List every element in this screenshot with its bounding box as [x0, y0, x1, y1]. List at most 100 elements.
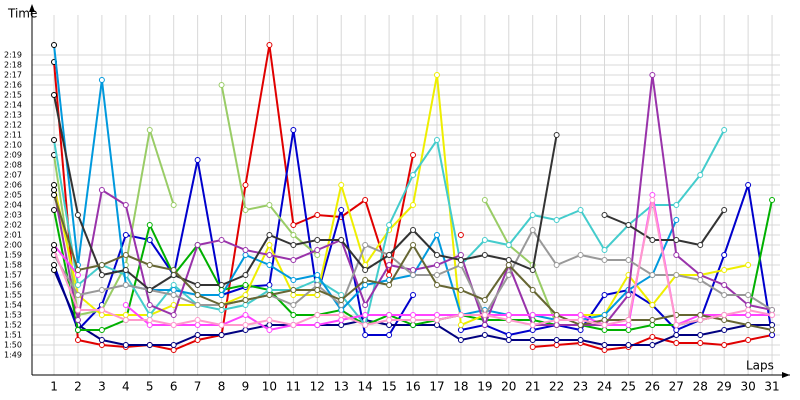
lap-point — [98, 337, 105, 343]
lap-point — [218, 332, 225, 338]
lap-point — [505, 312, 512, 318]
x-tick-label: 27 — [669, 380, 684, 394]
lap-point — [194, 337, 201, 343]
lap-point — [721, 342, 728, 348]
x-tick-label: 8 — [218, 380, 226, 394]
y-tick-label: 1:52 — [4, 321, 22, 330]
y-tick-label: 1:56 — [4, 281, 22, 290]
lap-point — [386, 282, 393, 288]
lap-point — [769, 312, 776, 318]
lap-point — [529, 327, 536, 333]
y-tick-label: 2:19 — [4, 51, 22, 60]
x-tick-label: 7 — [194, 380, 202, 394]
lap-point — [74, 272, 81, 278]
lap-point — [170, 267, 177, 273]
series-lines — [51, 42, 776, 353]
lap-point — [457, 232, 464, 238]
lap-point — [649, 237, 656, 243]
lap-point — [218, 237, 225, 243]
lap-point — [314, 272, 321, 278]
lap-point — [74, 282, 81, 288]
lap-point — [170, 302, 177, 308]
lap-point — [553, 132, 560, 138]
lap-point — [290, 257, 297, 263]
x-tick-label: 13 — [334, 380, 349, 394]
lap-point — [290, 127, 297, 133]
lap-point — [338, 237, 345, 243]
lap-point — [745, 337, 752, 343]
x-tick-label: 21 — [525, 380, 540, 394]
lap-point — [290, 312, 297, 318]
lap-point — [218, 82, 225, 88]
lap-point — [529, 287, 536, 293]
lap-point — [721, 127, 728, 133]
lap-point — [649, 342, 656, 348]
lap-point — [410, 272, 417, 278]
lap-point — [481, 297, 488, 303]
lap-point — [98, 307, 105, 313]
lap-point — [51, 192, 58, 198]
lap-point — [74, 267, 81, 273]
lap-point — [577, 252, 584, 258]
lap-point — [649, 197, 656, 203]
lap-point — [649, 302, 656, 308]
lap-point — [697, 242, 704, 248]
lap-point — [122, 312, 129, 318]
lap-point — [625, 222, 632, 228]
lap-point — [457, 337, 464, 343]
y-tick-label: 1:58 — [4, 261, 22, 270]
lap-point — [505, 262, 512, 268]
lap-point — [481, 332, 488, 338]
lap-point — [290, 242, 297, 248]
lap-point — [529, 227, 536, 233]
x-tick-label: 16 — [405, 380, 420, 394]
lap-point — [314, 312, 321, 318]
lap-point — [410, 312, 417, 318]
lap-point — [553, 322, 560, 328]
lap-point — [505, 242, 512, 248]
x-tick-label: 17 — [429, 380, 444, 394]
lap-point — [146, 237, 153, 243]
lap-point — [553, 312, 560, 318]
y-tick-label: 2:05 — [4, 191, 22, 200]
lap-point — [505, 332, 512, 338]
lap-point — [625, 327, 632, 333]
x-tick-label: 28 — [693, 380, 708, 394]
lap-point — [51, 182, 58, 188]
lap-point — [697, 317, 704, 323]
series-line — [53, 74, 749, 327]
lap-point — [290, 222, 297, 228]
lap-point — [74, 307, 81, 313]
lap-point — [769, 307, 776, 313]
lap-point — [338, 317, 345, 323]
lap-point — [457, 312, 464, 318]
lap-point — [98, 342, 105, 348]
lap-point — [194, 317, 201, 323]
lap-point — [290, 277, 297, 283]
lap-point — [673, 217, 680, 223]
lap-point — [577, 207, 584, 213]
lap-point — [673, 322, 680, 328]
lap-point — [170, 347, 177, 353]
x-tick-label: 9 — [242, 380, 250, 394]
lap-point — [433, 322, 440, 328]
lap-point — [410, 202, 417, 208]
lap-point — [673, 332, 680, 338]
lap-point — [386, 317, 393, 323]
lap-point — [697, 332, 704, 338]
lap-point — [649, 272, 656, 278]
x-tick-label: 19 — [477, 380, 492, 394]
lap-point — [266, 232, 273, 238]
lap-point — [457, 327, 464, 333]
lap-point — [266, 42, 273, 48]
lap-point — [410, 152, 417, 158]
lap-point — [242, 312, 249, 318]
lap-point — [242, 302, 249, 308]
lap-point — [553, 342, 560, 348]
lap-point — [314, 287, 321, 293]
lap-point — [362, 197, 369, 203]
lap-point — [649, 334, 656, 340]
lap-point — [745, 182, 752, 188]
lap-point — [242, 252, 249, 258]
lap-point — [122, 252, 129, 258]
